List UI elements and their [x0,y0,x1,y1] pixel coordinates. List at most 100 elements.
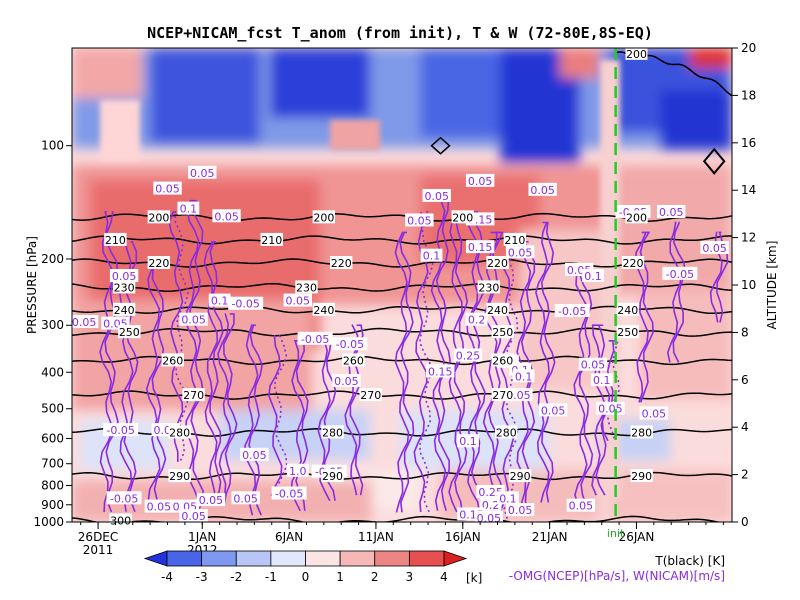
altitude-tick-label: 18 [741,88,756,102]
omega-label-bg [103,423,139,437]
altitude-tick-label: 16 [741,136,756,150]
omega-label-bg [505,503,535,517]
pressure-tick-label: 200 [41,252,64,266]
omega-contour [639,231,654,403]
omega-contour [290,339,305,512]
omega-label: 0.1 [459,435,477,448]
omega-label: 0.05 [508,246,533,259]
omega-label-bg [590,373,613,387]
omega-label: 0.05 [659,206,684,219]
contour-label-bg [486,302,509,316]
omega-label: 0.1 [584,270,602,283]
contour-label-bg [104,232,127,246]
omega-contour [540,221,556,503]
omega-label-bg [212,209,241,223]
omega-label: 0.1 [593,374,611,387]
colorbar-tick-label: 3 [406,570,414,584]
colorbar-tick-label: 1 [336,570,344,584]
omega-label-bg [538,403,568,417]
omega-contour [268,334,283,497]
omega-label-bg [228,296,264,310]
omega-label-bg [420,248,443,262]
omega-label: -0.05 [336,338,364,351]
omega-contour [487,231,504,513]
contour-label: 250 [492,326,513,339]
omega-label: 0.05 [702,242,727,255]
contour-label-bg [342,353,365,367]
contour-label: 220 [623,257,644,270]
time-tick-label: 1JAN [188,530,216,544]
omega-label: 0.05 [286,295,311,308]
time-tick-label: 26JAN [619,530,655,544]
omega-label-bg [109,269,139,283]
altitude-tick-label: 10 [741,278,756,292]
contour-label-bg [625,46,648,60]
omega-label-bg [474,510,504,524]
omega-label: 0.05 [334,375,359,388]
omega-label-bg [144,499,174,513]
omega-label: -0.05 [301,333,329,346]
altitude-tick-label: 14 [741,183,756,197]
legend-temperature: T(black) [K] [654,554,725,568]
altitude-axis: 0 2 4 6 8 10 12 14 16 18 20 [732,41,756,529]
omega-label-bg [512,369,535,383]
contour-label: 290 [169,470,190,483]
contour-label-bg [168,469,191,483]
omega-label: 0.25 [478,486,503,499]
omega-label: -0.05 [666,268,694,281]
time-tick-label: 6JAN [275,530,303,544]
contour-label: 200 [148,211,169,224]
pressure-axis-label: PRESSURE [hPa] [25,236,39,334]
altitude-tick-label: 2 [741,468,749,482]
contour-label: 280 [631,426,652,439]
cold-core-contour [702,147,726,175]
contour-label: 200 [626,211,647,224]
omega-contour [394,231,410,513]
contour-label: 280 [322,426,343,439]
altitude-tick-label: 12 [741,231,756,245]
contour-label: 240 [487,304,508,317]
omega-label-bg [465,240,495,254]
omega-contour [672,221,687,363]
omega-label-bg [69,314,99,328]
contour-label: 290 [631,470,652,483]
omega-label: 0.05 [181,314,206,327]
omega-label: 0.05 [155,183,180,196]
omega-label: 0.1 [499,492,517,505]
omega-label: -0.05 [106,424,134,437]
omega-contour [203,240,219,502]
colorbar-tick-label: 0 [302,570,310,584]
contour-label: 280 [496,426,517,439]
contour-label-bg [168,425,191,439]
colorbar-max-arrow [443,550,468,567]
colorbar-tick-label: 4 [440,570,448,584]
omega-label: 0.15 [428,365,453,378]
altitude-tick-label: 6 [741,373,749,387]
colorbar-tick-label: -3 [196,570,208,584]
omega-contour [709,231,723,323]
pressure-axis: 100 200 300 400 500 600 700 800 900 1000 [33,139,72,529]
omega-label: 0.05 [424,190,449,203]
contour-label-bg [486,256,509,270]
omega-contour [430,199,447,511]
omega-label-bg [332,337,368,351]
omega-contour [482,231,498,513]
omega-contour [435,199,451,511]
omega-label-bg [657,204,686,218]
omega-label-bg [453,348,483,362]
omega-contour [535,221,550,503]
omega-contour [209,240,224,503]
colorbar-segment [339,550,376,567]
omega-label: 0.25 [456,349,481,362]
legend-omega: -OMG(NCEP)[hPa/s], W(NICAM)[m/s] [509,569,725,583]
colorbar-tick-label: -1 [265,570,277,584]
contour-label-bg [625,210,648,224]
contour-label-bg [182,388,205,402]
omega-label-bg [497,491,519,505]
omega-label: 0.05 [581,359,606,372]
omega-label-bg [208,293,231,307]
omega-label-bg [240,447,269,461]
time-tick-label: 21JAN [532,530,568,544]
contour-label: 210 [261,234,282,247]
